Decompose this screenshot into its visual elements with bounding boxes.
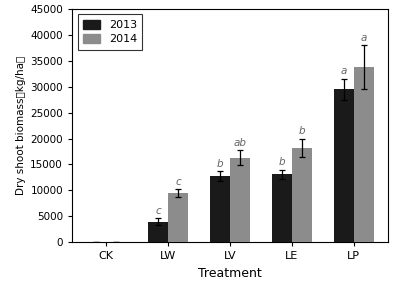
Bar <box>354 67 374 242</box>
Bar <box>334 89 354 242</box>
Text: a: a <box>341 66 347 76</box>
Bar <box>148 222 168 242</box>
Bar <box>230 158 250 242</box>
Text: b: b <box>217 159 224 169</box>
Y-axis label: Dry shoot biomass（kg/ha）: Dry shoot biomass（kg/ha） <box>16 56 26 195</box>
Text: c: c <box>175 177 181 187</box>
Text: c: c <box>155 206 161 216</box>
Text: ab: ab <box>234 138 246 148</box>
Legend: 2013, 2014: 2013, 2014 <box>78 14 142 50</box>
Bar <box>210 176 230 242</box>
X-axis label: Treatment: Treatment <box>198 267 262 280</box>
Bar <box>272 174 292 242</box>
Text: b: b <box>279 157 285 167</box>
Bar <box>168 193 188 242</box>
Text: b: b <box>298 126 305 136</box>
Bar <box>292 148 312 242</box>
Text: a: a <box>360 32 367 43</box>
